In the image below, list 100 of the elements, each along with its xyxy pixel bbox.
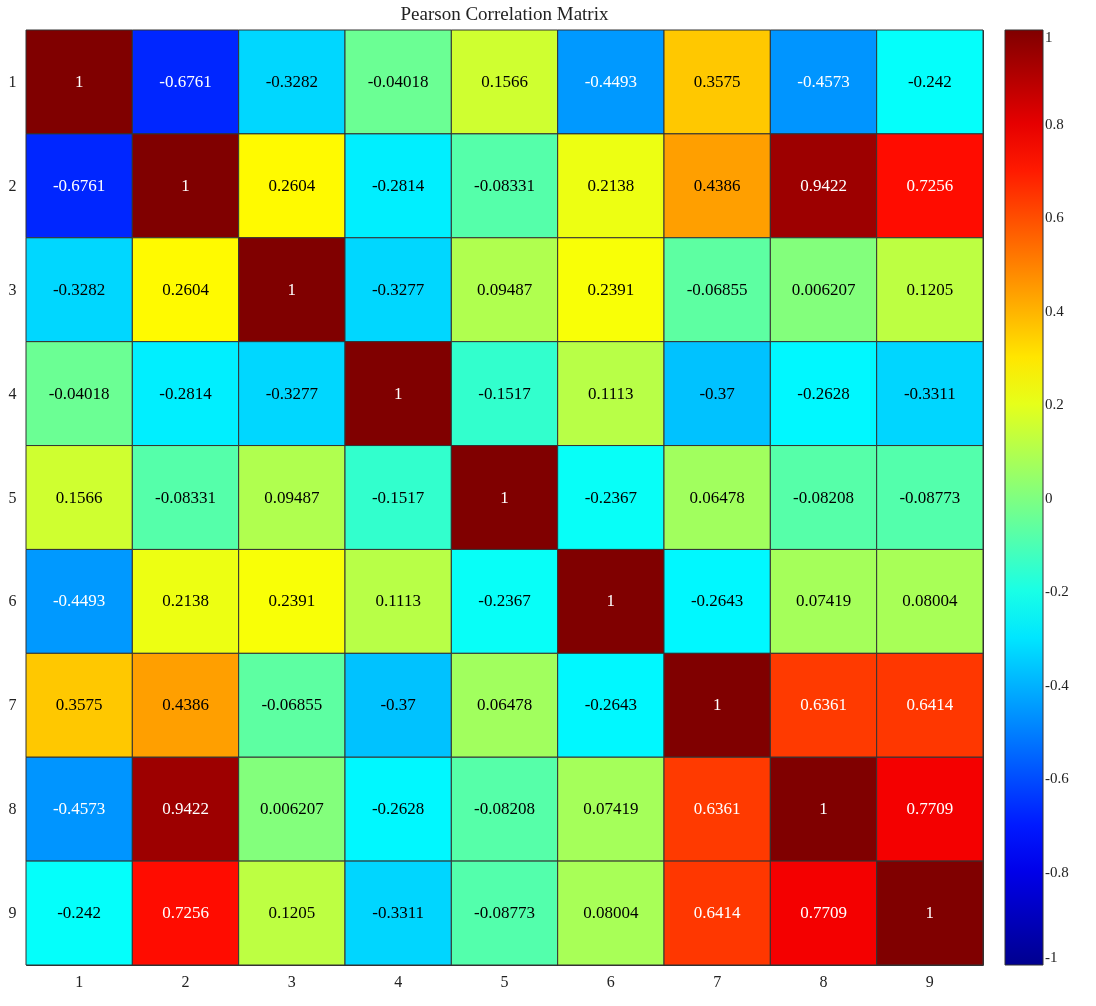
- x-tick-label: 4: [394, 972, 403, 990]
- data-label: -0.2367: [478, 591, 532, 611]
- color-bar-label: 0.6: [1045, 209, 1065, 225]
- color-bar-label: 0.8: [1045, 115, 1064, 132]
- data-label: 0.7709: [800, 903, 847, 923]
- data-label: 1: [500, 487, 509, 507]
- data-label: 0.9422: [162, 799, 209, 819]
- data-label: 0.2138: [162, 591, 209, 611]
- data-label: 0.3575: [55, 695, 103, 715]
- color-bar-label: 1: [1045, 29, 1053, 45]
- y-tick-label: 1: [8, 72, 17, 90]
- x-tick-label: 7: [713, 972, 722, 990]
- data-label: -0.4573: [797, 71, 850, 91]
- y-tick-label: 5: [8, 488, 17, 506]
- data-label: 0.6361: [800, 695, 847, 715]
- data-label: -0.4573: [52, 799, 106, 819]
- data-label: 0.2138: [587, 175, 635, 195]
- data-label: -0.242: [907, 71, 952, 91]
- color-bar-label: 0: [1045, 489, 1053, 506]
- data-label: -0.3282: [52, 279, 106, 299]
- x-tick-label: 6: [606, 972, 615, 990]
- y-tick-label: 2: [8, 176, 17, 194]
- data-label: -0.2814: [371, 175, 425, 195]
- data-label: 1: [287, 279, 297, 299]
- data-label: 0.06478: [476, 695, 533, 715]
- data-label: 0.1566: [481, 71, 528, 91]
- data-label: -0.2367: [584, 487, 638, 507]
- data-label: 0.4386: [693, 175, 741, 195]
- data-label: -0.06855: [261, 695, 323, 715]
- data-label: 0.07419: [795, 591, 852, 611]
- x-tick-label: 2: [181, 972, 190, 990]
- data-label: -0.08331: [474, 175, 535, 195]
- y-tick-label: 8: [8, 800, 17, 818]
- data-label: -0.3311: [372, 903, 425, 923]
- data-label: 0.06478: [689, 487, 745, 507]
- y-tick-label: 9: [8, 904, 17, 922]
- color-bar-label: -0.8: [1045, 863, 1069, 880]
- data-label: -0.2643: [584, 695, 638, 715]
- data-label: 0.3575: [693, 71, 741, 91]
- color-bar-label: 0.2: [1045, 396, 1064, 412]
- data-label: 0.6414: [906, 695, 954, 715]
- data-label: -0.08773: [899, 487, 961, 507]
- data-label: 1: [606, 591, 616, 611]
- data-label: -0.2628: [797, 383, 850, 403]
- data-label: 1: [925, 903, 935, 923]
- data-label: -0.2643: [690, 591, 744, 611]
- data-label: -0.2628: [371, 799, 425, 819]
- data-label: -0.6761: [159, 71, 212, 91]
- data-label: -0.06855: [686, 279, 748, 299]
- data-label: 0.6414: [693, 903, 742, 923]
- y-tick-label: 6: [8, 592, 17, 610]
- x-tick-label: 3: [287, 972, 296, 990]
- data-label: 0.2604: [162, 279, 210, 299]
- data-label: -0.04018: [367, 71, 429, 91]
- data-label: -0.37: [380, 695, 417, 715]
- color-bar-label: -0.2: [1045, 583, 1069, 599]
- y-tick-label: 7: [8, 696, 17, 714]
- data-label: 0.09487: [264, 487, 320, 507]
- data-label: 0.07419: [583, 799, 639, 819]
- data-label: -0.3282: [265, 71, 319, 91]
- data-label: 1: [393, 383, 403, 403]
- data-label: 0.1566: [55, 487, 103, 507]
- data-label: 0.1205: [906, 279, 954, 299]
- data-label: -0.3277: [371, 279, 425, 299]
- data-label: 0.08004: [583, 903, 639, 923]
- data-label: -0.3277: [265, 383, 319, 403]
- data-label: -0.08331: [155, 487, 216, 507]
- data-label: 0.1113: [375, 591, 421, 611]
- data-label: -0.1517: [371, 487, 425, 507]
- color-bar-label: -0.6: [1045, 770, 1070, 786]
- data-label: -0.08208: [474, 799, 535, 819]
- data-label: -0.4493: [52, 591, 106, 611]
- x-tick-label: 8: [819, 972, 828, 990]
- color-bar-label: -0.4: [1045, 676, 1070, 693]
- data-label: -0.08208: [793, 487, 854, 507]
- data-label: -0.242: [57, 903, 102, 923]
- data-label: -0.4493: [584, 71, 638, 91]
- data-label: -0.2814: [159, 383, 213, 403]
- data-label: 0.7256: [906, 175, 954, 195]
- x-tick-label: 1: [75, 972, 84, 990]
- data-label: 0.4386: [162, 695, 209, 715]
- data-label: 0.7709: [906, 799, 954, 819]
- data-label: 0.006207: [791, 279, 856, 299]
- color-bar-label: 0.4: [1045, 302, 1065, 319]
- data-label: 1: [74, 71, 84, 91]
- data-label: 0.2604: [268, 175, 316, 195]
- x-tick-label: 5: [500, 972, 509, 990]
- data-label: -0.6761: [52, 175, 106, 195]
- data-label: -0.08773: [474, 903, 535, 923]
- data-label: 0.6361: [693, 799, 741, 819]
- data-label: 0.2391: [587, 279, 635, 299]
- data-label: 1: [819, 799, 828, 819]
- data-label: 0.1205: [268, 903, 316, 923]
- y-tick-label: 4: [8, 384, 17, 402]
- data-label: 0.09487: [476, 279, 533, 299]
- data-label: 1: [181, 175, 190, 195]
- y-tick-label: 3: [8, 280, 17, 298]
- data-label: 0.006207: [259, 799, 325, 819]
- data-label: -0.3311: [903, 383, 956, 403]
- data-label: 1: [712, 695, 722, 715]
